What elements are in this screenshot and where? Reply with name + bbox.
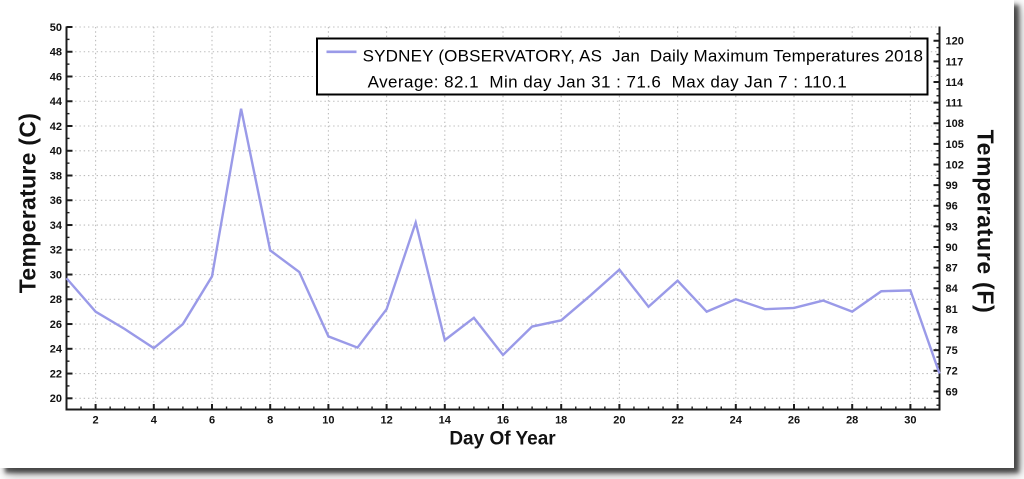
svg-text:30: 30 bbox=[904, 415, 916, 427]
svg-text:72: 72 bbox=[946, 366, 958, 378]
svg-text:114: 114 bbox=[946, 77, 965, 89]
svg-text:117: 117 bbox=[946, 56, 964, 68]
svg-text:32: 32 bbox=[50, 245, 62, 257]
svg-text:44: 44 bbox=[50, 96, 63, 108]
svg-text:93: 93 bbox=[946, 221, 958, 233]
svg-text:14: 14 bbox=[439, 415, 452, 427]
svg-text:40: 40 bbox=[50, 146, 62, 158]
svg-text:30: 30 bbox=[50, 269, 62, 281]
svg-text:102: 102 bbox=[946, 159, 964, 171]
svg-text:Temperature (F): Temperature (F) bbox=[972, 130, 998, 314]
svg-text:18: 18 bbox=[555, 415, 567, 427]
svg-text:22: 22 bbox=[50, 368, 62, 380]
svg-text:Average: 82.1 Min day Jan 31: Average: 82.1 Min day Jan 31 : 71.6 Max … bbox=[368, 72, 848, 91]
svg-text:87: 87 bbox=[946, 263, 958, 275]
svg-text:24: 24 bbox=[730, 415, 743, 427]
svg-text:6: 6 bbox=[209, 415, 215, 427]
svg-text:46: 46 bbox=[50, 71, 62, 83]
svg-text:78: 78 bbox=[946, 324, 958, 336]
svg-text:50: 50 bbox=[50, 22, 62, 34]
svg-text:36: 36 bbox=[50, 195, 62, 207]
svg-text:42: 42 bbox=[50, 121, 62, 133]
svg-text:38: 38 bbox=[50, 170, 62, 182]
svg-text:Day Of Year: Day Of Year bbox=[449, 429, 556, 450]
svg-text:20: 20 bbox=[50, 393, 62, 405]
svg-text:84: 84 bbox=[946, 283, 959, 295]
svg-text:26: 26 bbox=[788, 415, 800, 427]
svg-text:SYDNEY (OBSERVATORY, AS Jan: SYDNEY (OBSERVATORY, AS Jan Daily Maximu… bbox=[363, 47, 924, 66]
svg-text:120: 120 bbox=[946, 36, 964, 48]
svg-text:28: 28 bbox=[50, 294, 62, 306]
svg-text:75: 75 bbox=[946, 345, 958, 357]
svg-text:10: 10 bbox=[322, 415, 334, 427]
svg-text:8: 8 bbox=[267, 415, 273, 427]
svg-text:105: 105 bbox=[946, 139, 964, 151]
svg-text:16: 16 bbox=[497, 415, 509, 427]
svg-text:69: 69 bbox=[946, 386, 958, 398]
svg-text:24: 24 bbox=[50, 344, 63, 356]
svg-text:20: 20 bbox=[613, 415, 625, 427]
svg-text:111: 111 bbox=[946, 98, 963, 110]
svg-text:26: 26 bbox=[50, 319, 62, 331]
svg-text:96: 96 bbox=[946, 201, 958, 213]
svg-text:108: 108 bbox=[946, 118, 964, 130]
svg-text:22: 22 bbox=[671, 415, 683, 427]
svg-text:48: 48 bbox=[50, 47, 62, 59]
svg-text:Temperature (C): Temperature (C) bbox=[15, 113, 41, 293]
svg-text:90: 90 bbox=[946, 242, 958, 254]
svg-text:99: 99 bbox=[946, 180, 958, 192]
svg-text:28: 28 bbox=[846, 415, 858, 427]
svg-text:2: 2 bbox=[93, 415, 99, 427]
svg-text:4: 4 bbox=[151, 415, 158, 427]
svg-text:34: 34 bbox=[50, 220, 63, 232]
svg-text:12: 12 bbox=[380, 415, 392, 427]
svg-text:81: 81 bbox=[946, 304, 958, 316]
